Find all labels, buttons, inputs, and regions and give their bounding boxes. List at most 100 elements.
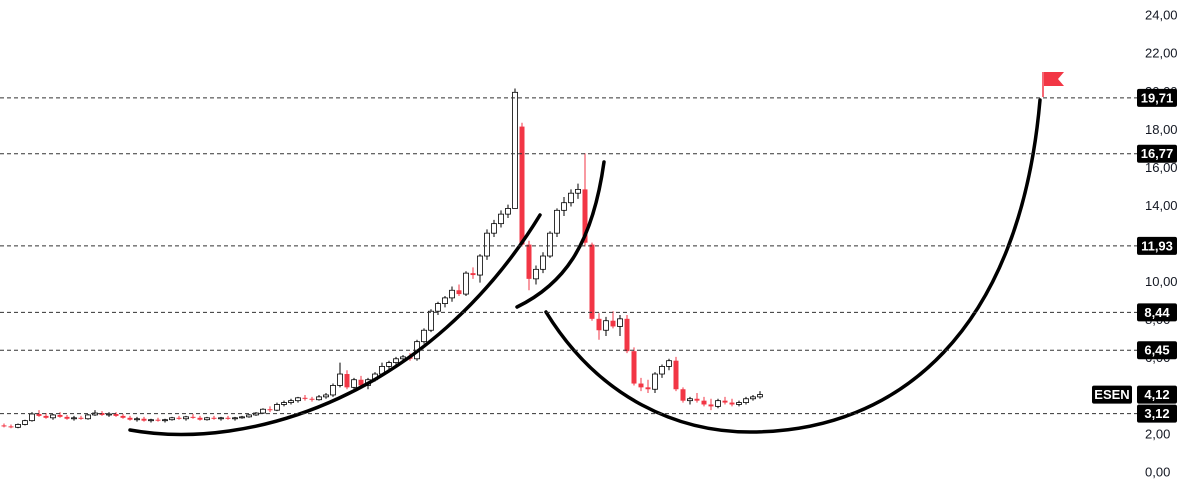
candle-body	[484, 232, 490, 257]
candle-body	[547, 232, 553, 257]
candle-body	[533, 268, 539, 280]
candle-body	[78, 417, 84, 419]
candle-body	[344, 374, 350, 388]
candle-body	[8, 426, 14, 428]
candle-body	[22, 420, 28, 425]
candle-body	[260, 408, 266, 414]
y-tick-label: 22,00	[1145, 46, 1178, 61]
candle-body	[148, 419, 154, 422]
candle-body	[708, 404, 714, 407]
candle-body	[477, 255, 483, 276]
level-label: 8,44	[1144, 305, 1170, 320]
price-box	[1137, 385, 1177, 404]
candle-body	[456, 290, 462, 295]
candle-body	[596, 318, 602, 331]
candle-body	[701, 400, 707, 405]
level-label: 11,93	[1141, 238, 1173, 253]
candle-body	[526, 244, 532, 279]
level-label: 19,71	[1141, 90, 1174, 105]
candle-body	[155, 419, 161, 421]
candle-body	[659, 366, 665, 375]
candle-body	[645, 387, 651, 390]
candle-body	[120, 415, 126, 418]
candle-body	[113, 413, 119, 416]
level-box	[1137, 303, 1177, 322]
level-box	[1137, 341, 1177, 360]
candle-body	[1, 425, 7, 427]
candle-body	[302, 397, 308, 399]
candle-body	[204, 417, 210, 421]
y-tick-label: 2,00	[1145, 426, 1170, 441]
candle-body	[428, 310, 434, 331]
level-box	[1137, 88, 1177, 107]
candle-body	[554, 209, 560, 234]
candle-body	[190, 416, 196, 418]
arc	[544, 98, 1042, 434]
candle-body	[757, 394, 763, 398]
candle-body	[15, 424, 21, 428]
candle-body	[295, 397, 301, 402]
candle-body	[715, 400, 721, 407]
candle-body	[736, 402, 742, 405]
candle-body	[64, 416, 70, 419]
level-box	[1137, 144, 1177, 163]
level-label: 6,45	[1144, 343, 1169, 358]
candle-body	[505, 208, 511, 215]
candle-body	[435, 303, 441, 312]
candle-body	[281, 402, 287, 405]
candle-body	[232, 417, 238, 420]
candle-body	[631, 351, 637, 384]
candle-body	[43, 415, 49, 418]
candle-body	[561, 202, 567, 211]
candle-body	[330, 385, 336, 396]
y-tick-label: 0,00	[1145, 464, 1170, 479]
candle-body	[512, 91, 518, 209]
candle-body	[498, 213, 504, 225]
drawings	[128, 98, 1042, 437]
candle-body	[50, 414, 56, 419]
y-tick-label: 18,00	[1145, 122, 1178, 137]
candle-body	[288, 400, 294, 403]
level-label: 16,77	[1141, 146, 1174, 161]
candle-body	[176, 417, 182, 419]
flag	[1042, 72, 1064, 97]
candle-body	[722, 400, 728, 403]
candle-body	[246, 414, 252, 418]
symbol-box	[1092, 385, 1132, 404]
candle-body	[582, 189, 588, 243]
candle-body	[309, 398, 315, 400]
candle-body	[575, 188, 581, 194]
arc	[128, 213, 542, 437]
candle-body	[442, 297, 448, 304]
candle-body	[652, 373, 658, 390]
candle-body	[589, 244, 595, 319]
candle-body	[687, 398, 693, 402]
candles	[1, 88, 763, 429]
candle-body	[393, 358, 399, 364]
candle-body	[568, 192, 574, 204]
candle-body	[463, 272, 469, 295]
candle-body	[610, 320, 616, 327]
candle-body	[470, 273, 476, 276]
candle-body	[225, 417, 231, 419]
candle-body	[218, 417, 224, 420]
candle-body	[603, 320, 609, 331]
y-tick-label: 16,00	[1145, 160, 1178, 175]
candle-body	[36, 413, 42, 416]
candle-body	[274, 404, 280, 411]
candle-body	[729, 402, 735, 405]
candle-body	[617, 318, 623, 327]
candle-body	[267, 409, 273, 411]
candle-body	[750, 396, 756, 400]
candle-body	[680, 389, 686, 401]
candle-body	[624, 318, 630, 352]
candle-body	[29, 413, 35, 422]
candle-body	[491, 223, 497, 234]
y-tick-label: 24,00	[1145, 8, 1178, 23]
price-label: 4,12	[1144, 387, 1169, 402]
candle-body	[127, 417, 133, 420]
candle-body	[694, 398, 700, 401]
candle-body	[141, 418, 147, 421]
candle-body	[421, 329, 427, 343]
candle-body	[519, 126, 525, 245]
